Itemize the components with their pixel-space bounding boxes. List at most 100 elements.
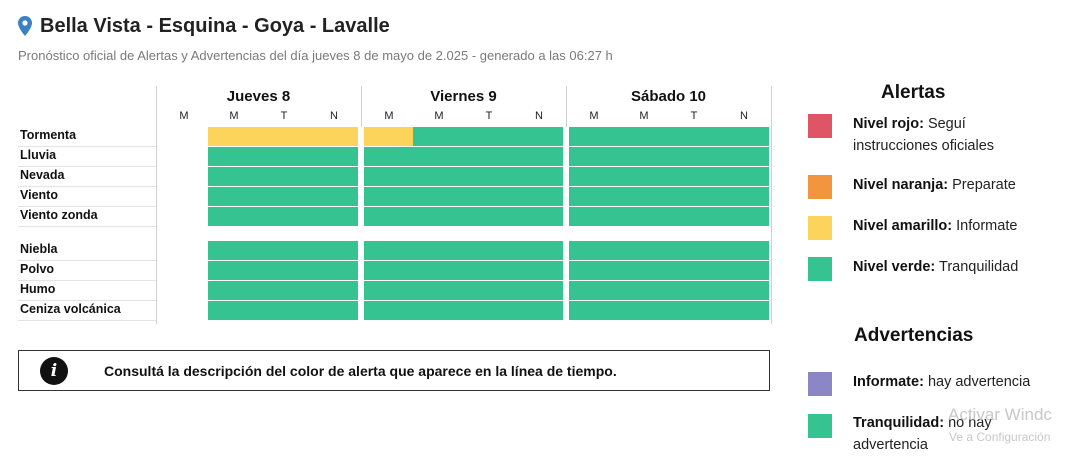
period-label: M — [434, 110, 444, 122]
alert-cell-green — [568, 127, 618, 146]
alert-cell-green — [208, 187, 258, 206]
windows-activation-subtext: Ve a Configuración — [949, 430, 1051, 444]
alert-cell-green — [208, 261, 258, 280]
legend-red-desc: Seguí — [927, 116, 966, 132]
alert-cell-green — [718, 241, 769, 260]
day-divider — [771, 86, 772, 324]
row-divider — [18, 260, 156, 261]
day-label: Jueves 8 — [226, 88, 291, 105]
legend-red: Nivel rojo: Seguí instrucciones oficiale… — [853, 113, 994, 157]
title-row: Bella Vista - Esquina - Goya - Lavalle — [18, 12, 390, 40]
alert-cell-green — [568, 281, 618, 300]
legend-green-name: Nivel verde: — [853, 259, 936, 275]
legend-yellow-desc: Informate — [956, 218, 1018, 234]
alert-cell-green — [618, 301, 668, 320]
swatch-red — [808, 114, 832, 138]
legend-orange: Nivel naranja: Preparate — [853, 174, 1016, 196]
alert-cell-green — [308, 241, 358, 260]
alert-cell-green — [363, 147, 413, 166]
row-divider — [18, 206, 156, 207]
alert-cell-green — [258, 281, 308, 300]
period-label: T — [690, 110, 698, 122]
day-label: Sábado 10 — [630, 88, 707, 105]
row-divider — [18, 166, 156, 167]
row-divider — [18, 186, 156, 187]
alert-cell-green — [668, 281, 718, 300]
alert-cell-green — [258, 207, 308, 226]
row-gap — [208, 226, 769, 227]
alert-cell-green — [208, 301, 258, 320]
alert-cell-green — [513, 167, 563, 186]
alert-cell-green — [413, 187, 463, 206]
alert-cell-green — [618, 207, 668, 226]
alert-cell-green — [668, 261, 718, 280]
alert-cell-green — [463, 147, 513, 166]
alert-cell-green — [668, 301, 718, 320]
alert-cell-green — [668, 241, 718, 260]
alert-cell-green — [308, 147, 358, 166]
alert-cell-yellow — [363, 127, 413, 146]
alert-cell-green — [618, 127, 668, 146]
alert-cell-green — [513, 187, 563, 206]
row-divider — [18, 226, 156, 227]
period-label: M — [639, 110, 649, 122]
legend-orange-desc: Preparate — [952, 177, 1016, 193]
alert-cell-green — [413, 281, 463, 300]
alert-cell-green — [718, 147, 769, 166]
swatch-orange — [808, 175, 832, 199]
alert-cell-green — [668, 147, 718, 166]
alert-cell-green — [463, 167, 513, 186]
period-label: M — [589, 110, 599, 122]
legend-tranquilidad-desc: no hay — [948, 415, 992, 431]
alert-cell-green — [413, 167, 463, 186]
row-gap — [208, 186, 769, 187]
alert-cell-green — [513, 207, 563, 226]
row-label: Tormenta — [20, 128, 77, 142]
period-label: N — [330, 110, 338, 122]
legend-informate-name: Informate: — [853, 374, 924, 390]
row-label: Ceniza volcánica — [20, 302, 121, 316]
page-title: Bella Vista - Esquina - Goya - Lavalle — [40, 14, 390, 37]
swatch-purple — [808, 372, 832, 396]
swatch-yellow — [808, 216, 832, 240]
windows-activation-watermark: Activar Windc — [948, 405, 1052, 424]
alert-cell-yellow — [258, 127, 308, 146]
alert-cell-green — [258, 301, 308, 320]
alert-cell-green — [513, 241, 563, 260]
alert-cell-green — [308, 187, 358, 206]
day-divider — [156, 86, 157, 324]
alert-cell-green — [463, 241, 513, 260]
row-divider — [18, 280, 156, 281]
row-divider — [18, 300, 156, 301]
alert-cell-green — [718, 207, 769, 226]
location-pin-icon — [18, 16, 32, 36]
alert-cell-green — [618, 147, 668, 166]
legend-tranquilidad-desc2: advertencia — [853, 437, 928, 453]
alert-cell-green — [258, 261, 308, 280]
header: Bella Vista - Esquina - Goya - Lavalle — [18, 12, 390, 40]
legend-yellow-name: Nivel amarillo: — [853, 218, 953, 234]
alert-cell-green — [718, 281, 769, 300]
row-gap — [208, 320, 769, 321]
period-label: T — [485, 110, 493, 122]
alert-cell-green — [618, 261, 668, 280]
period-label: T — [280, 110, 288, 122]
alert-cell-green — [258, 167, 308, 186]
row-gap — [208, 206, 769, 207]
alert-cell-green — [618, 187, 668, 206]
alert-cell-green — [413, 241, 463, 260]
alert-cell-green — [363, 261, 413, 280]
alert-cell-green — [363, 301, 413, 320]
alert-cell-green — [568, 301, 618, 320]
alert-cell-green — [463, 281, 513, 300]
alert-cell-green — [568, 207, 618, 226]
alert-cell-green — [208, 241, 258, 260]
alert-cell-green — [363, 281, 413, 300]
alert-cell-green — [513, 147, 563, 166]
day-gap — [565, 127, 569, 324]
alert-cell-green — [363, 241, 413, 260]
alert-cell-green — [413, 207, 463, 226]
alert-cell-green — [463, 301, 513, 320]
alert-cell-green — [413, 147, 463, 166]
alert-cell-green — [413, 127, 463, 146]
